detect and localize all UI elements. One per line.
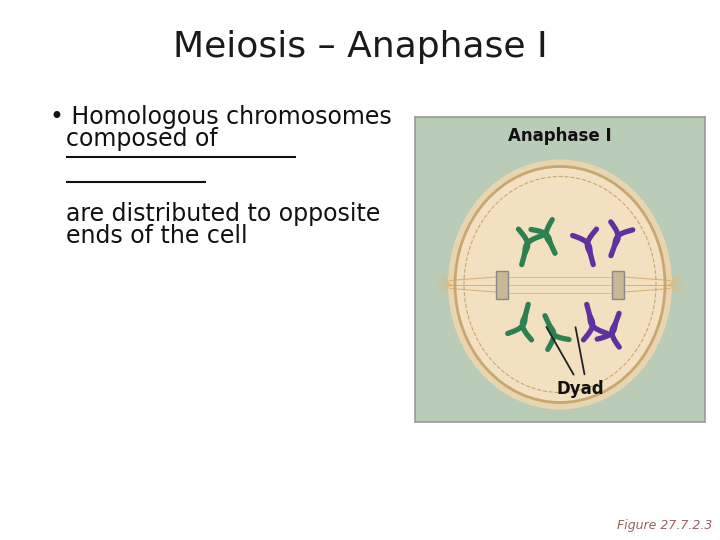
Text: Meiosis – Anaphase I: Meiosis – Anaphase I <box>173 30 547 64</box>
Text: Anaphase I: Anaphase I <box>508 127 612 145</box>
Text: • Homologous chromosomes: • Homologous chromosomes <box>50 105 392 129</box>
Bar <box>496 271 508 299</box>
Text: Figure 27.7.2.3: Figure 27.7.2.3 <box>616 519 712 532</box>
Text: are distributed to opposite: are distributed to opposite <box>66 202 380 226</box>
Bar <box>415 117 705 422</box>
Bar <box>612 271 624 299</box>
Text: Dyad: Dyad <box>556 380 604 398</box>
Ellipse shape <box>448 159 672 409</box>
Ellipse shape <box>455 166 665 402</box>
Text: ends of the cell: ends of the cell <box>66 224 248 248</box>
Text: composed of: composed of <box>66 127 217 151</box>
